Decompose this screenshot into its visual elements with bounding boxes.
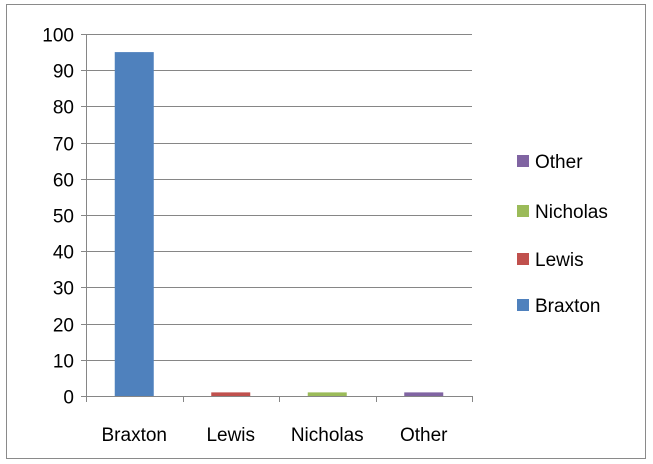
y-tick-label: 30 [53,279,74,300]
x-tick-label: Nicholas [291,425,364,446]
y-tick-label: 0 [63,388,74,409]
x-tick-label: Braxton [102,425,167,446]
legend-swatch [517,253,529,265]
legend: Other Nicholas Lewis Braxton [517,152,608,317]
legend-swatch [517,155,529,167]
bars [114,52,444,396]
chart-frame [6,4,646,459]
y-tick-label: 50 [53,207,74,228]
legend-swatch [517,299,529,311]
legend-swatch [517,205,529,217]
y-tick-label: 60 [53,171,74,192]
y-axis: 0 10 20 30 40 50 60 70 80 90 100 [42,26,87,409]
legend-label: Braxton [535,296,600,317]
x-tick-label: Other [400,425,448,446]
y-tick-label: 70 [53,135,74,156]
bar-nicholas [307,392,347,396]
x-tick-label: Lewis [206,425,255,446]
bar-other [404,392,444,396]
bar-lewis [211,392,251,396]
bar-braxton [114,52,154,396]
y-tick-label: 90 [53,62,74,83]
y-tick-label: 40 [53,243,74,264]
x-axis: Braxton Lewis Nicholas Other [86,396,473,446]
legend-label: Nicholas [535,202,608,223]
y-tick-label: 100 [42,26,74,47]
y-tick-label: 20 [53,316,74,337]
y-tick-label: 80 [53,98,74,119]
legend-label: Lewis [535,250,584,271]
legend-label: Other [535,152,583,173]
y-tick-label: 10 [53,352,74,373]
